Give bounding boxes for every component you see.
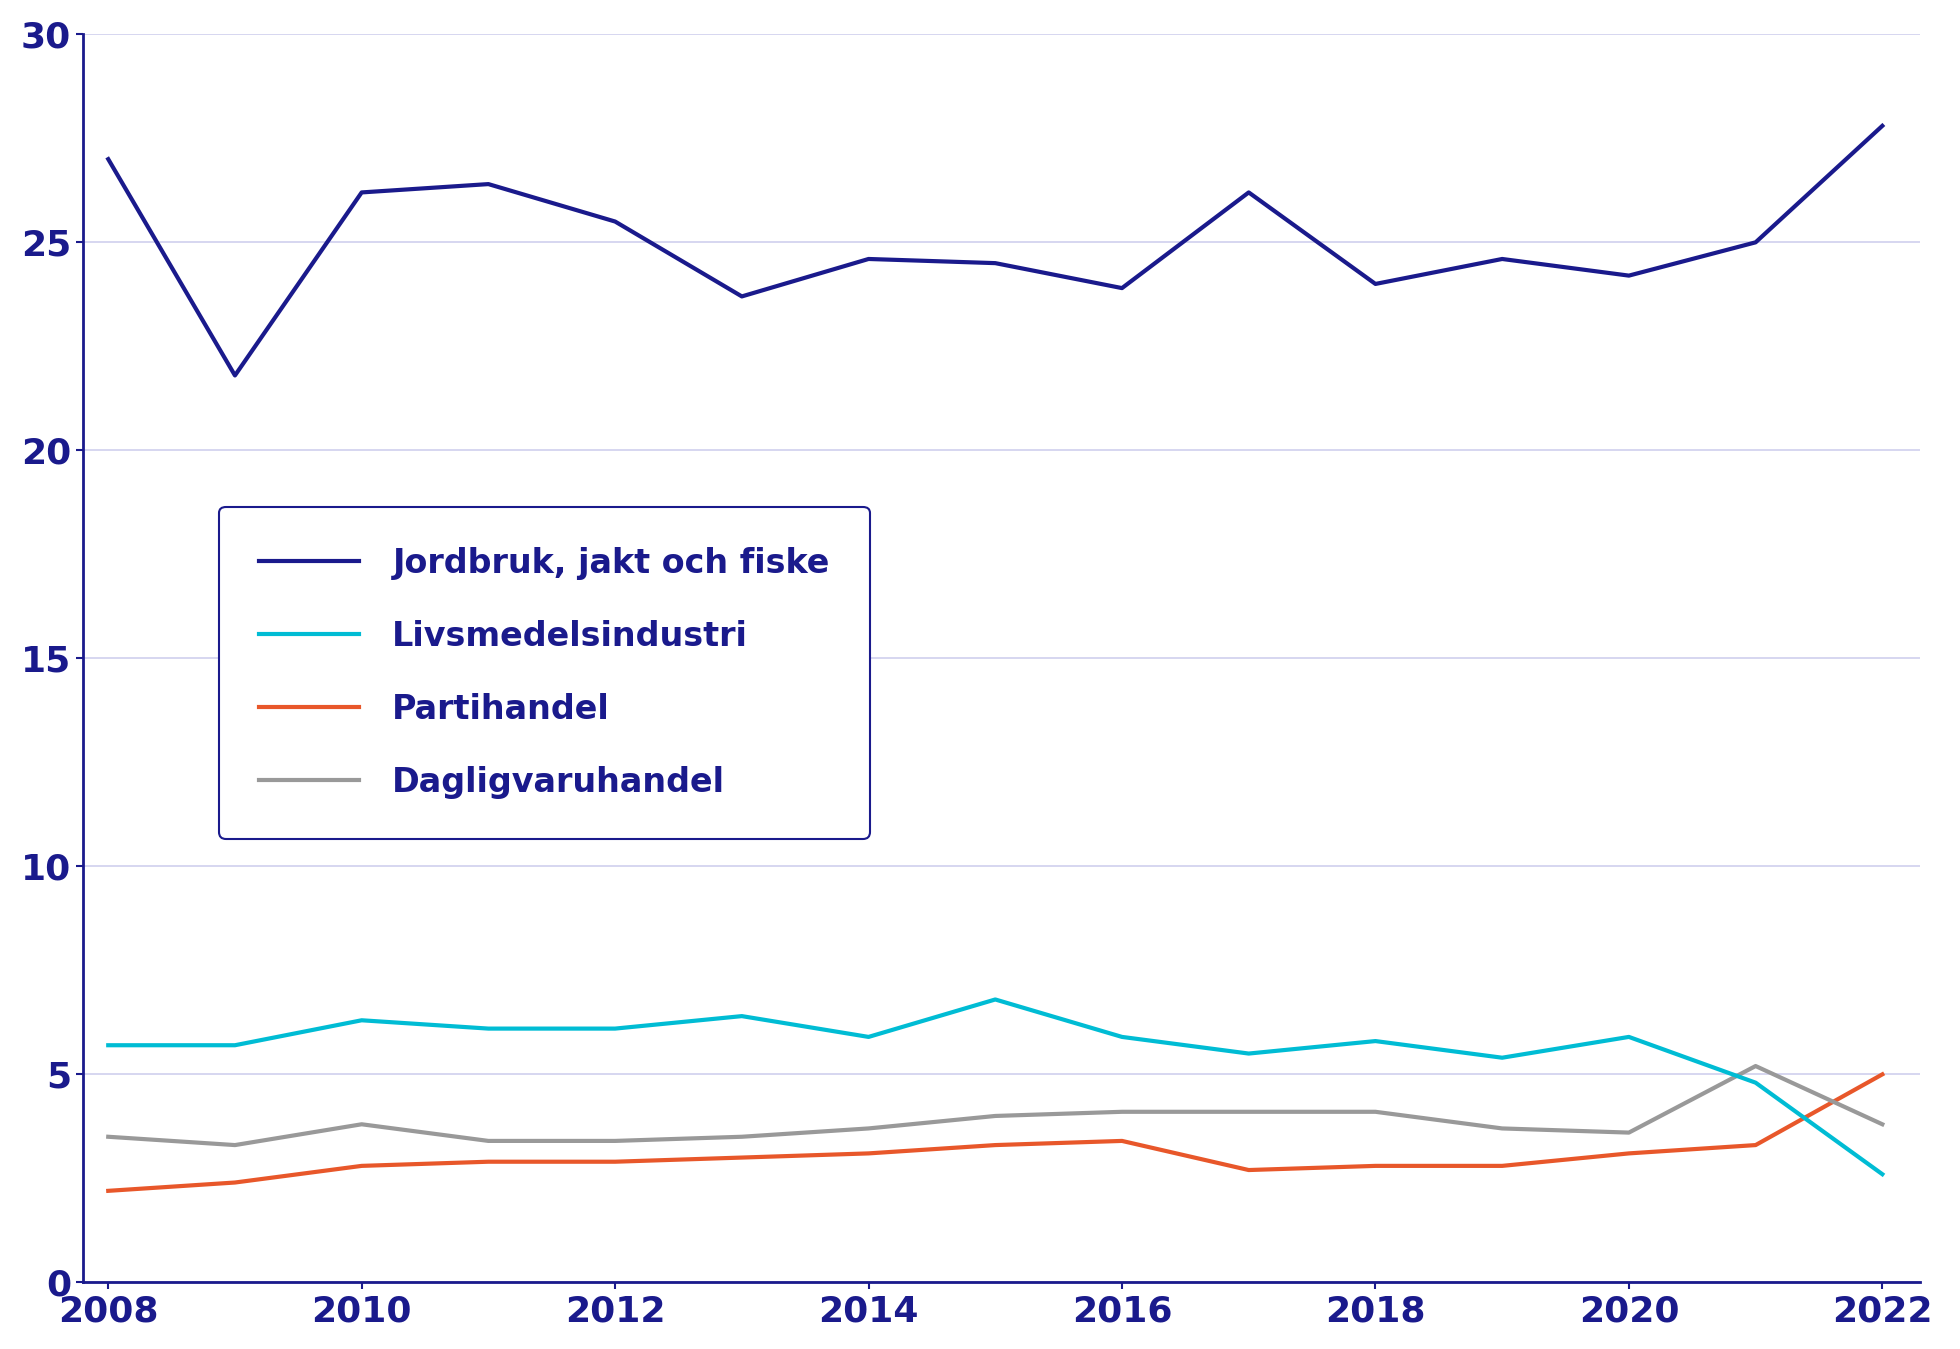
Livsmedelsindustri bbox=[96, 1037, 120, 1054]
Dagligvaruhandel bbox=[223, 1137, 247, 1153]
Jordbruk, jakt och fiske bbox=[351, 185, 374, 201]
Partihandel bbox=[223, 1175, 247, 1191]
Jordbruk, jakt och fiske bbox=[1237, 185, 1260, 201]
Line: Jordbruk, jakt och fiske: Jordbruk, jakt och fiske bbox=[108, 125, 1882, 375]
Dagligvaruhandel bbox=[857, 1120, 880, 1136]
Livsmedelsindustri bbox=[1109, 1029, 1133, 1045]
Dagligvaruhandel bbox=[476, 1133, 500, 1149]
Jordbruk, jakt och fiske bbox=[984, 255, 1007, 271]
Jordbruk, jakt och fiske bbox=[1744, 235, 1768, 251]
Line: Livsmedelsindustri: Livsmedelsindustri bbox=[108, 1000, 1882, 1174]
Dagligvaruhandel bbox=[1364, 1103, 1388, 1120]
Livsmedelsindustri bbox=[476, 1020, 500, 1036]
Livsmedelsindustri bbox=[223, 1037, 247, 1054]
Jordbruk, jakt och fiske bbox=[1109, 281, 1133, 297]
Dagligvaruhandel bbox=[1617, 1125, 1641, 1141]
Partihandel bbox=[1617, 1145, 1641, 1161]
Dagligvaruhandel bbox=[604, 1133, 627, 1149]
Livsmedelsindustri bbox=[1490, 1050, 1513, 1066]
Dagligvaruhandel bbox=[1870, 1116, 1893, 1132]
Dagligvaruhandel bbox=[1109, 1103, 1133, 1120]
Jordbruk, jakt och fiske bbox=[729, 289, 753, 305]
Livsmedelsindustri bbox=[604, 1020, 627, 1036]
Partihandel bbox=[1870, 1066, 1893, 1082]
Line: Dagligvaruhandel: Dagligvaruhandel bbox=[108, 1066, 1882, 1145]
Dagligvaruhandel bbox=[96, 1129, 120, 1145]
Dagligvaruhandel bbox=[1490, 1120, 1513, 1136]
Partihandel bbox=[1744, 1137, 1768, 1153]
Partihandel bbox=[1237, 1161, 1260, 1178]
Partihandel bbox=[729, 1149, 753, 1166]
Partihandel bbox=[857, 1145, 880, 1161]
Livsmedelsindustri bbox=[729, 1008, 753, 1024]
Partihandel bbox=[476, 1153, 500, 1170]
Jordbruk, jakt och fiske bbox=[1364, 275, 1388, 291]
Line: Partihandel: Partihandel bbox=[108, 1074, 1882, 1191]
Partihandel bbox=[1109, 1133, 1133, 1149]
Livsmedelsindustri bbox=[351, 1012, 374, 1028]
Partihandel bbox=[96, 1183, 120, 1199]
Partihandel bbox=[604, 1153, 627, 1170]
Jordbruk, jakt och fiske bbox=[476, 175, 500, 192]
Jordbruk, jakt och fiske bbox=[1490, 251, 1513, 267]
Partihandel bbox=[984, 1137, 1007, 1153]
Dagligvaruhandel bbox=[1744, 1058, 1768, 1074]
Livsmedelsindustri bbox=[984, 992, 1007, 1008]
Jordbruk, jakt och fiske bbox=[96, 151, 120, 167]
Dagligvaruhandel bbox=[729, 1129, 753, 1145]
Livsmedelsindustri bbox=[1364, 1033, 1388, 1050]
Livsmedelsindustri bbox=[1870, 1166, 1893, 1182]
Jordbruk, jakt och fiske bbox=[1870, 117, 1893, 134]
Partihandel bbox=[351, 1157, 374, 1174]
Livsmedelsindustri bbox=[1617, 1029, 1641, 1045]
Jordbruk, jakt och fiske bbox=[604, 213, 627, 229]
Livsmedelsindustri bbox=[857, 1029, 880, 1045]
Partihandel bbox=[1490, 1157, 1513, 1174]
Jordbruk, jakt och fiske bbox=[857, 251, 880, 267]
Dagligvaruhandel bbox=[351, 1116, 374, 1132]
Dagligvaruhandel bbox=[984, 1108, 1007, 1124]
Livsmedelsindustri bbox=[1237, 1045, 1260, 1062]
Jordbruk, jakt och fiske bbox=[223, 367, 247, 383]
Partihandel bbox=[1364, 1157, 1388, 1174]
Livsmedelsindustri bbox=[1744, 1075, 1768, 1091]
Jordbruk, jakt och fiske bbox=[1617, 267, 1641, 283]
Dagligvaruhandel bbox=[1237, 1103, 1260, 1120]
Legend: Jordbruk, jakt och fiske, Livsmedelsindustri, Partihandel, Dagligvaruhandel: Jordbruk, jakt och fiske, Livsmedelsindu… bbox=[220, 506, 870, 839]
